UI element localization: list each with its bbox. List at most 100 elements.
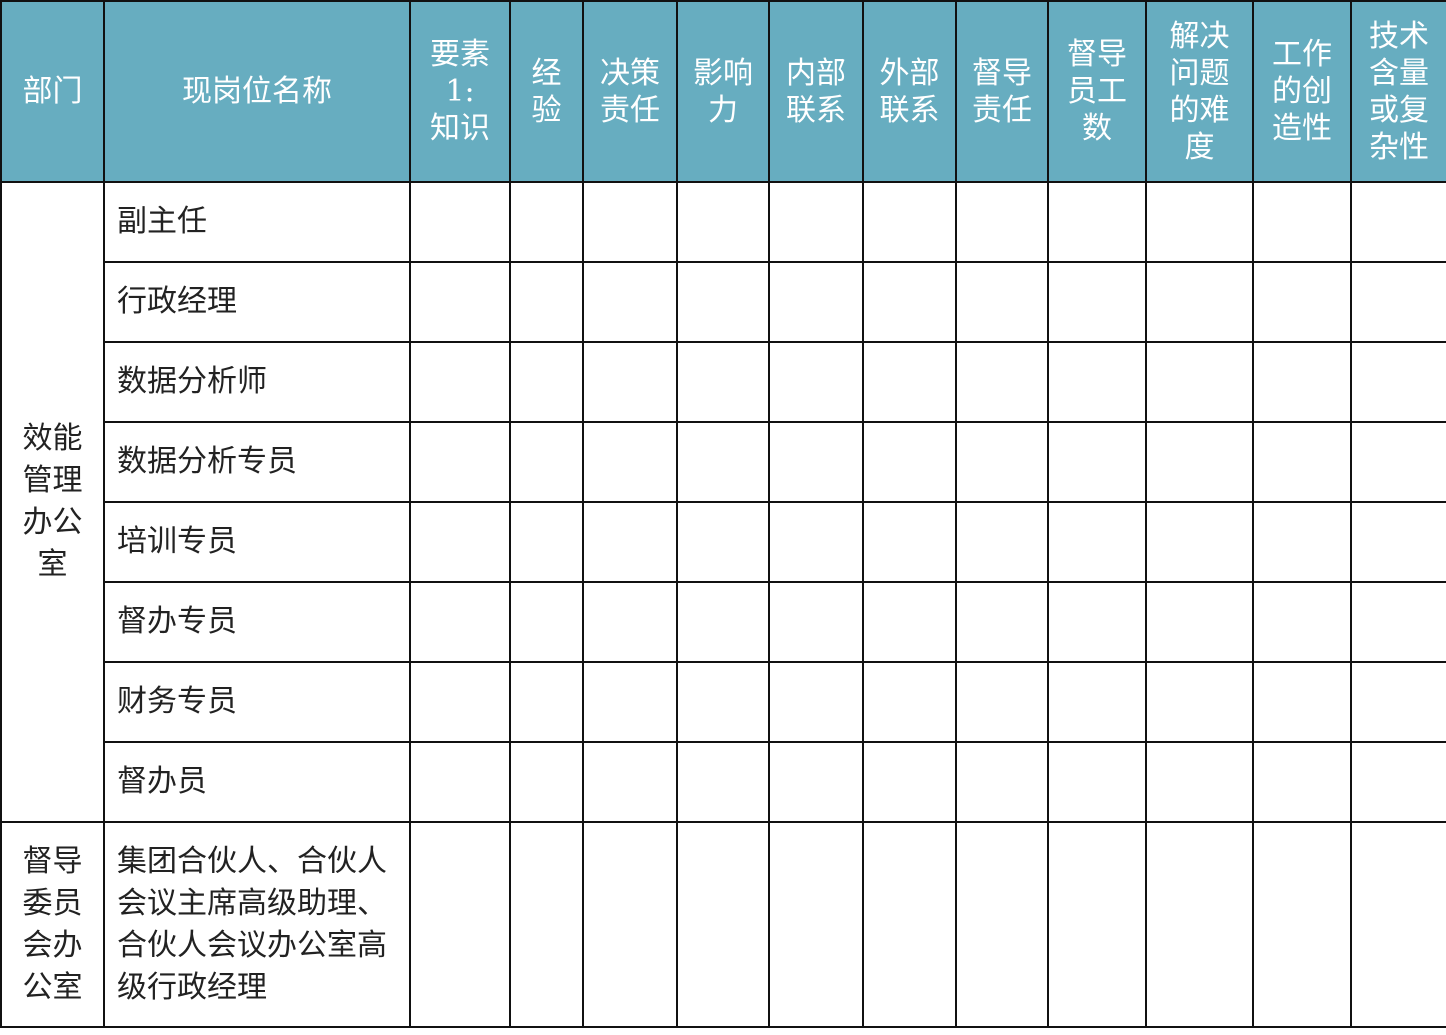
score-cell[interactable]	[1145, 181, 1254, 263]
score-cell[interactable]	[1350, 341, 1446, 423]
score-cell[interactable]	[409, 261, 511, 343]
score-cell[interactable]	[862, 661, 957, 743]
score-cell[interactable]	[582, 661, 678, 743]
score-cell[interactable]	[1145, 661, 1254, 743]
score-cell[interactable]	[1350, 501, 1446, 583]
score-cell[interactable]	[955, 501, 1049, 583]
score-cell[interactable]	[1145, 821, 1254, 1028]
score-cell[interactable]	[1145, 741, 1254, 823]
score-cell[interactable]	[862, 501, 957, 583]
score-cell[interactable]	[768, 261, 864, 343]
score-cell[interactable]	[1252, 261, 1352, 343]
score-cell[interactable]	[509, 741, 584, 823]
score-cell[interactable]	[509, 501, 584, 583]
score-cell[interactable]	[409, 581, 511, 663]
score-cell[interactable]	[509, 581, 584, 663]
score-cell[interactable]	[1350, 741, 1446, 823]
score-cell[interactable]	[955, 181, 1049, 263]
score-cell[interactable]	[1047, 821, 1147, 1028]
score-cell[interactable]	[582, 501, 678, 583]
score-cell[interactable]	[582, 581, 678, 663]
score-cell[interactable]	[1252, 581, 1352, 663]
score-cell[interactable]	[676, 821, 770, 1028]
score-cell[interactable]	[582, 261, 678, 343]
score-cell[interactable]	[676, 661, 770, 743]
score-cell[interactable]	[768, 501, 864, 583]
score-cell[interactable]	[1252, 741, 1352, 823]
score-cell[interactable]	[862, 421, 957, 503]
score-cell[interactable]	[409, 661, 511, 743]
score-cell[interactable]	[1350, 821, 1446, 1028]
score-cell[interactable]	[1252, 501, 1352, 583]
score-cell[interactable]	[768, 181, 864, 263]
score-cell[interactable]	[1350, 661, 1446, 743]
score-cell[interactable]	[1350, 181, 1446, 263]
score-cell[interactable]	[862, 261, 957, 343]
score-cell[interactable]	[409, 181, 511, 263]
score-cell[interactable]	[409, 501, 511, 583]
score-cell[interactable]	[768, 421, 864, 503]
score-cell[interactable]	[1145, 421, 1254, 503]
score-cell[interactable]	[676, 341, 770, 423]
score-cell[interactable]	[955, 741, 1049, 823]
score-cell[interactable]	[1145, 261, 1254, 343]
score-cell[interactable]	[1350, 581, 1446, 663]
score-cell[interactable]	[509, 661, 584, 743]
score-cell[interactable]	[955, 581, 1049, 663]
score-cell[interactable]	[768, 581, 864, 663]
score-cell[interactable]	[1350, 261, 1446, 343]
score-cell[interactable]	[1047, 581, 1147, 663]
score-cell[interactable]	[509, 261, 584, 343]
score-cell[interactable]	[509, 341, 584, 423]
column-header: 要素 1: 知识	[409, 0, 511, 183]
score-cell[interactable]	[955, 661, 1049, 743]
score-cell[interactable]	[409, 741, 511, 823]
score-cell[interactable]	[582, 341, 678, 423]
score-cell[interactable]	[1047, 421, 1147, 503]
score-cell[interactable]	[1252, 661, 1352, 743]
score-cell[interactable]	[1047, 261, 1147, 343]
score-cell[interactable]	[1047, 661, 1147, 743]
score-cell[interactable]	[676, 581, 770, 663]
score-cell[interactable]	[1047, 341, 1147, 423]
score-cell[interactable]	[1252, 181, 1352, 263]
score-cell[interactable]	[409, 421, 511, 503]
score-cell[interactable]	[768, 741, 864, 823]
score-cell[interactable]	[582, 421, 678, 503]
score-cell[interactable]	[1145, 341, 1254, 423]
score-cell[interactable]	[1047, 181, 1147, 263]
score-cell[interactable]	[582, 821, 678, 1028]
score-cell[interactable]	[955, 261, 1049, 343]
score-cell[interactable]	[676, 501, 770, 583]
score-cell[interactable]	[1145, 501, 1254, 583]
score-cell[interactable]	[676, 261, 770, 343]
score-cell[interactable]	[862, 581, 957, 663]
score-cell[interactable]	[862, 341, 957, 423]
score-cell[interactable]	[582, 181, 678, 263]
score-cell[interactable]	[409, 341, 511, 423]
score-cell[interactable]	[955, 341, 1049, 423]
score-cell[interactable]	[1252, 821, 1352, 1028]
score-cell[interactable]	[768, 821, 864, 1028]
score-cell[interactable]	[1252, 341, 1352, 423]
score-cell[interactable]	[1252, 421, 1352, 503]
score-cell[interactable]	[1047, 741, 1147, 823]
score-cell[interactable]	[582, 741, 678, 823]
score-cell[interactable]	[509, 421, 584, 503]
score-cell[interactable]	[1350, 421, 1446, 503]
score-cell[interactable]	[862, 821, 957, 1028]
score-cell[interactable]	[676, 181, 770, 263]
score-cell[interactable]	[1047, 501, 1147, 583]
score-cell[interactable]	[676, 421, 770, 503]
score-cell[interactable]	[955, 821, 1049, 1028]
score-cell[interactable]	[676, 741, 770, 823]
score-cell[interactable]	[955, 421, 1049, 503]
score-cell[interactable]	[862, 181, 957, 263]
score-cell[interactable]	[862, 741, 957, 823]
score-cell[interactable]	[509, 181, 584, 263]
score-cell[interactable]	[768, 341, 864, 423]
score-cell[interactable]	[509, 821, 584, 1028]
score-cell[interactable]	[768, 661, 864, 743]
score-cell[interactable]	[409, 821, 511, 1028]
score-cell[interactable]	[1145, 581, 1254, 663]
